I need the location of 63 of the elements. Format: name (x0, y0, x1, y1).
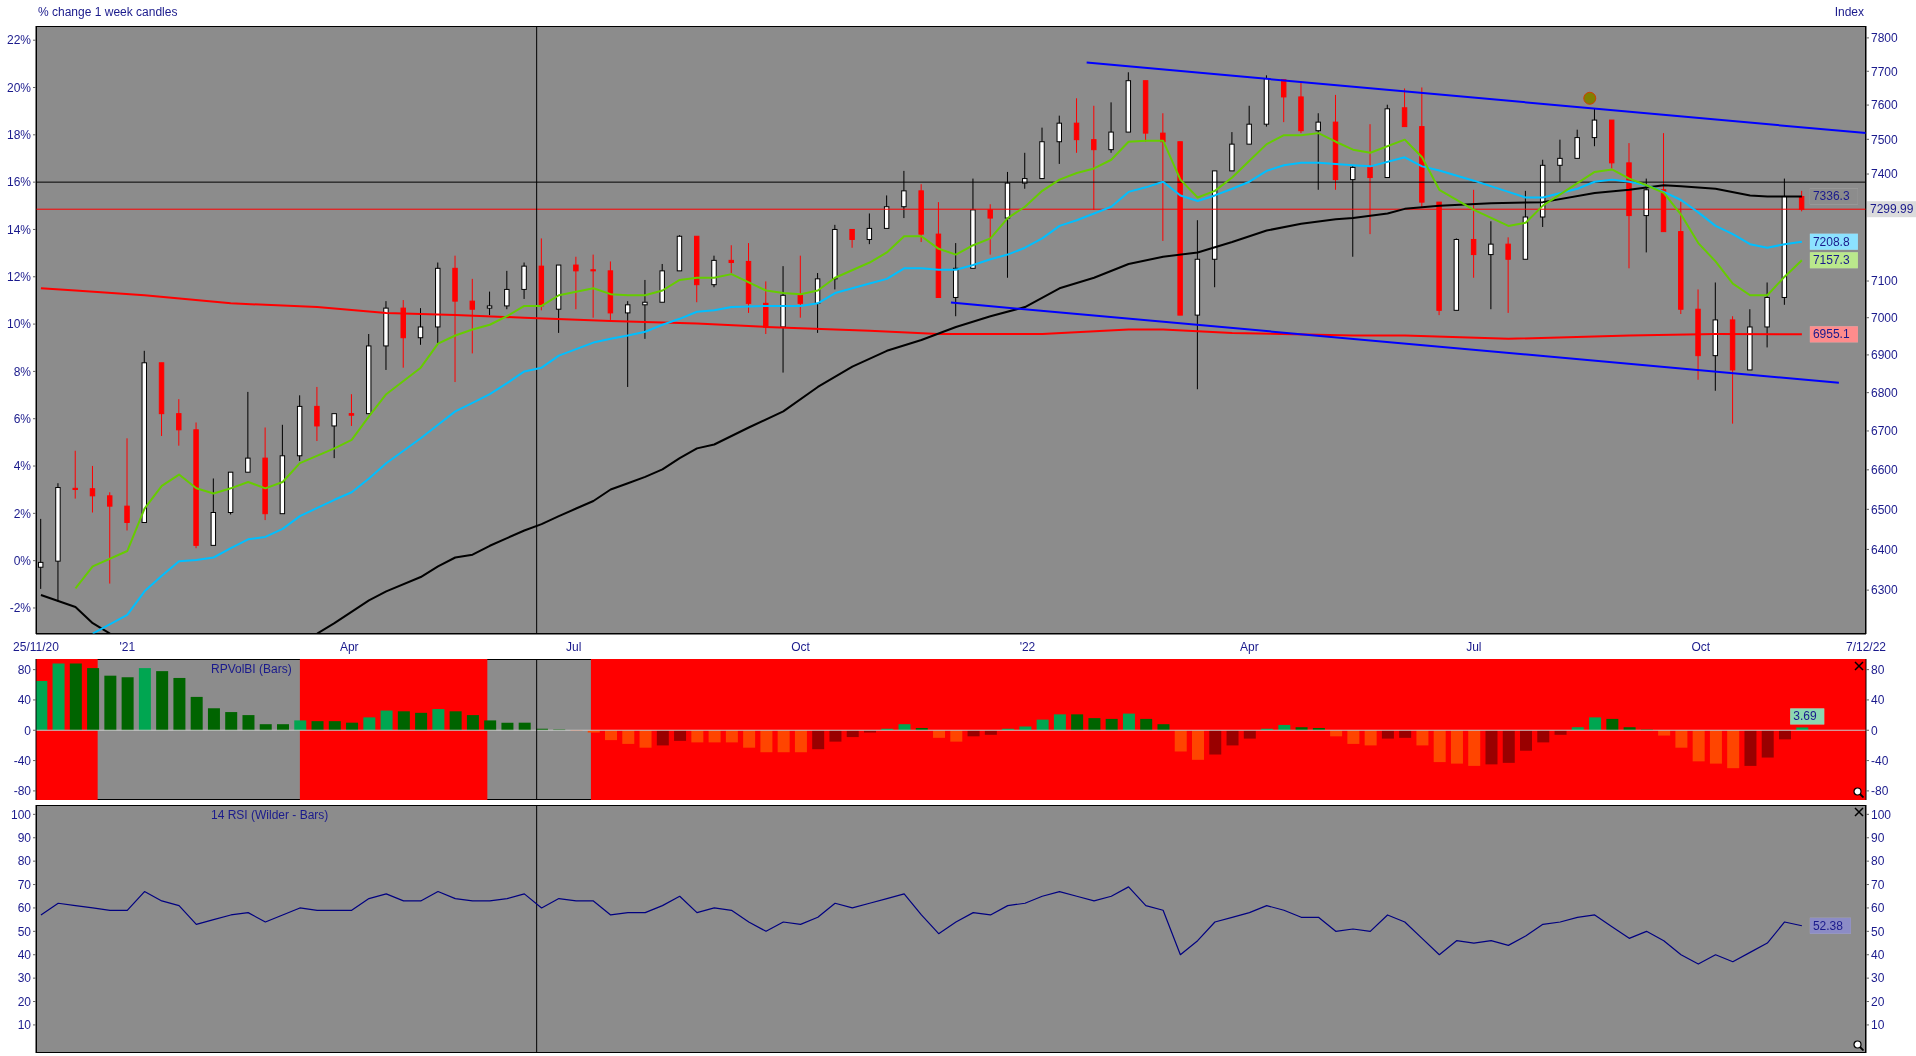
y-tick-label: 30 (17, 971, 32, 986)
data-label: 7336.3 (1812, 189, 1850, 204)
y2-tick-label: 2% (13, 506, 32, 521)
y-tick-label: -80 (13, 784, 32, 799)
data-label: 7208.8 (1812, 234, 1850, 249)
y2-tick-label: 6% (13, 411, 32, 426)
y2-tick-label: 10% (6, 317, 32, 332)
y2-tick-label: 12% (6, 270, 32, 285)
y-tick-label: 7100 (1871, 274, 1899, 289)
y2-axis-title: % change 1 week candles (38, 5, 178, 19)
y-tick-label: 50 (17, 924, 32, 939)
y-tick-label: 7700 (1871, 64, 1899, 79)
y-tick-label: 7800 (1871, 31, 1899, 46)
y-tick-label: -40 (13, 753, 32, 768)
y-tick-label: 6600 (1871, 463, 1899, 478)
data-label: 7157.3 (1812, 253, 1850, 268)
x-tick-label: Apr (1240, 639, 1259, 654)
y-tick-label: 60 (17, 901, 32, 916)
y2-tick-label: 14% (6, 222, 32, 237)
y-tick-label: 80 (17, 854, 32, 869)
y-tick-label: 6500 (1871, 502, 1899, 517)
y-tick-label: 40 (17, 948, 32, 962)
y-tick-label: 7000 (1871, 310, 1899, 325)
y-tick-label: 7500 (1871, 132, 1899, 147)
x-tick-label: 25/11/20 (13, 639, 60, 654)
y2-tick-label: 16% (6, 175, 32, 190)
data-label: 6955.1 (1812, 327, 1850, 342)
y2-tick-label: 0% (13, 553, 32, 568)
y-tick-label: 6700 (1871, 424, 1899, 439)
y-tick-label: 6800 (1871, 385, 1899, 400)
y-axis-title: Index (1834, 5, 1864, 19)
y-tick-label: 20 (17, 994, 32, 1009)
x-tick-label: Apr (339, 639, 359, 654)
data-label: 52.38 (1812, 918, 1844, 933)
y-tick-label: 6300 (1871, 583, 1899, 598)
y-tick-label: 7400 (1871, 167, 1899, 182)
y2-tick-label: 4% (13, 459, 32, 474)
x-tick-label: Jul (565, 639, 582, 654)
y-tick-label: 100 (10, 807, 32, 822)
ref-line-label: 7299.99 (1870, 202, 1914, 217)
y-tick-label: 6900 (1871, 348, 1899, 363)
x-tick-label: Oct (1691, 639, 1711, 654)
y-tick-label: 90 (17, 831, 32, 846)
x-tick-label: '21 (119, 639, 136, 654)
x-tick-label: Oct (791, 639, 811, 654)
y2-tick-label: 22% (6, 33, 32, 48)
y-tick-label: 70 (17, 877, 32, 892)
y-tick-label: 7600 (1871, 98, 1899, 113)
x-tick-label: 7/12/22 (1845, 639, 1887, 654)
y-tick-label: 40 (17, 693, 32, 708)
y-tick-label: 10 (17, 1018, 32, 1033)
x-tick-label: '22 (1019, 639, 1036, 654)
y-tick-label: 6400 (1871, 542, 1899, 557)
y2-tick-label: 8% (13, 364, 32, 379)
y-tick-label: 80 (17, 662, 32, 677)
chart-title: 14 RSI (Wilder - Bars) (211, 808, 329, 822)
y2-tick-label: 18% (6, 128, 32, 143)
y2-tick-label: 20% (6, 80, 32, 95)
y-tick-label: 0 (24, 723, 32, 738)
data-label: 3.69 (1793, 709, 1817, 724)
x-tick-label: Jul (1466, 639, 1482, 654)
chart-title: RPVolBI (Bars) (211, 662, 292, 676)
y2-tick-label: -2% (9, 601, 32, 616)
